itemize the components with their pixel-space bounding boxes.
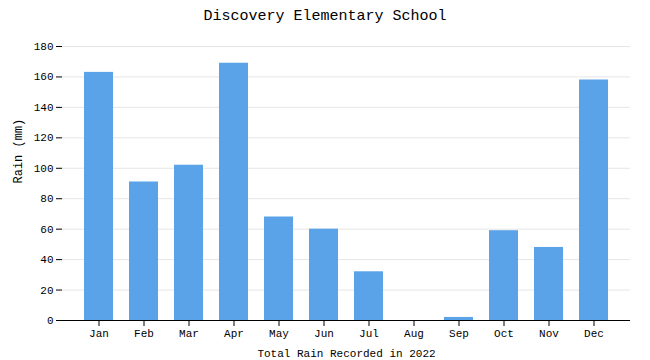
svg-text:80: 80 [40, 193, 53, 205]
html-text:Discovery Elementary School: Discovery Elementary School [203, 8, 447, 25]
svg-text:120: 120 [34, 132, 54, 144]
svg-text:Sep: Sep [449, 328, 469, 340]
svg-text:Jun: Jun [314, 328, 334, 340]
svg-text:Apr: Apr [224, 328, 244, 340]
svg-text:Jul: Jul [359, 328, 379, 340]
svg-text:140: 140 [34, 102, 54, 114]
svg-text:160: 160 [34, 71, 54, 83]
svg-text:Mar: Mar [179, 328, 199, 340]
svg-text:180: 180 [34, 41, 54, 53]
svg-text:0: 0 [47, 315, 54, 327]
svg-text:Total Rain Recorded in 2022: Total Rain Recorded in 2022 [257, 348, 435, 360]
svg-text:40: 40 [40, 254, 53, 266]
svg-text:Oct: Oct [494, 328, 514, 340]
svg-text:Dec: Dec [584, 328, 604, 340]
svg-text:Nov: Nov [539, 328, 559, 340]
svg-text:Aug: Aug [404, 328, 424, 340]
svg-text:Rain (mm): Rain (mm) [12, 119, 26, 184]
svg-text:May: May [269, 328, 289, 340]
svg-text:Feb: Feb [134, 328, 154, 340]
svg-text:Jan: Jan [89, 328, 109, 340]
svg-text:100: 100 [34, 163, 54, 175]
svg-text:20: 20 [40, 285, 53, 297]
svg-text:60: 60 [40, 224, 53, 236]
